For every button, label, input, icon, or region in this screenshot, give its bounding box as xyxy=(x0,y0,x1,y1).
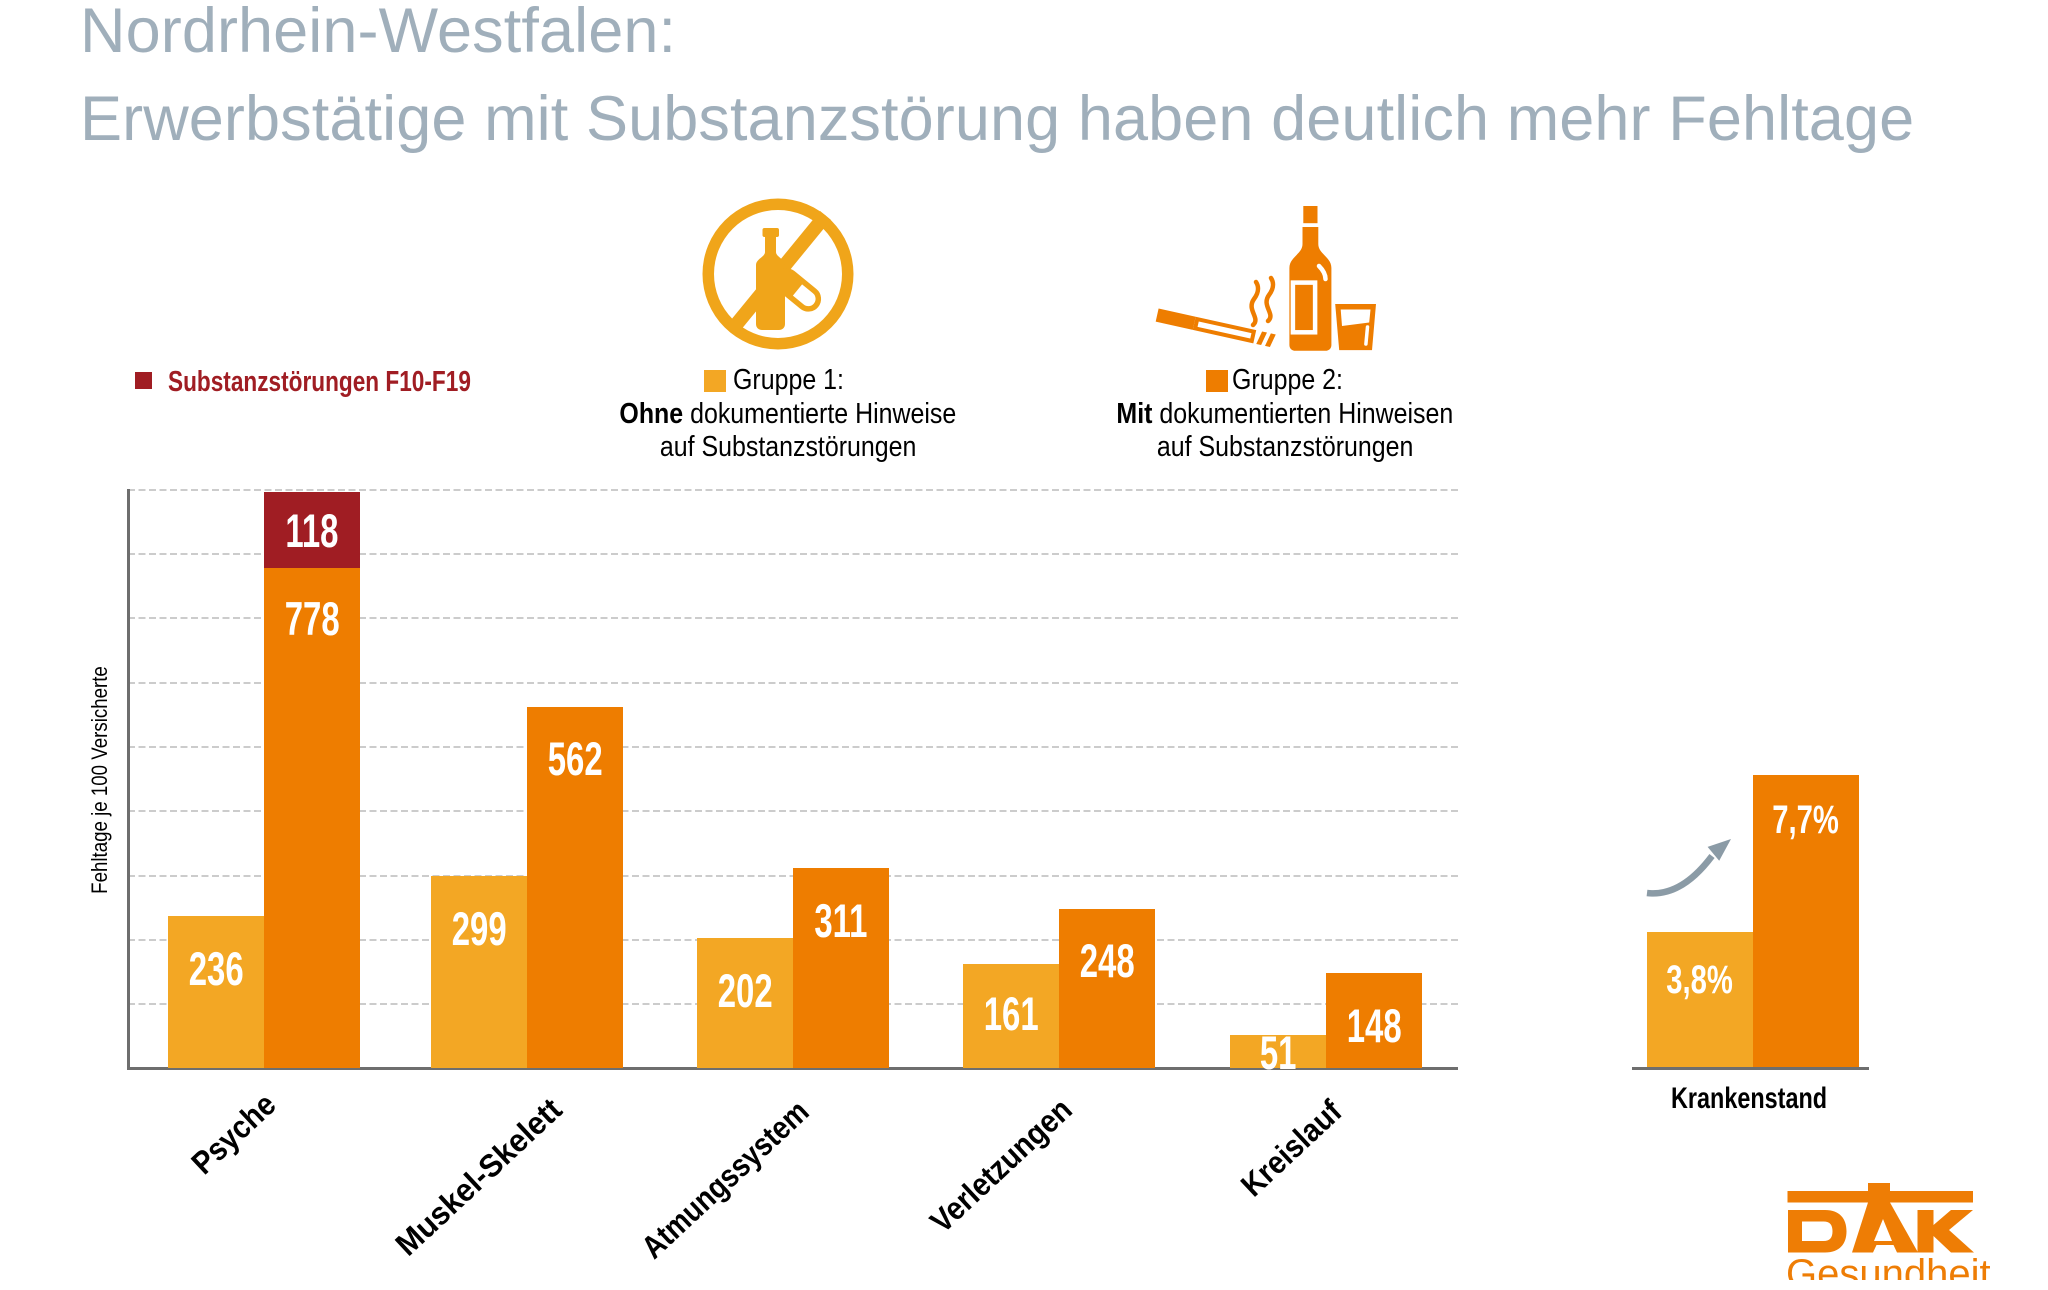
svg-text:Gesundheit: Gesundheit xyxy=(1786,1252,1991,1280)
